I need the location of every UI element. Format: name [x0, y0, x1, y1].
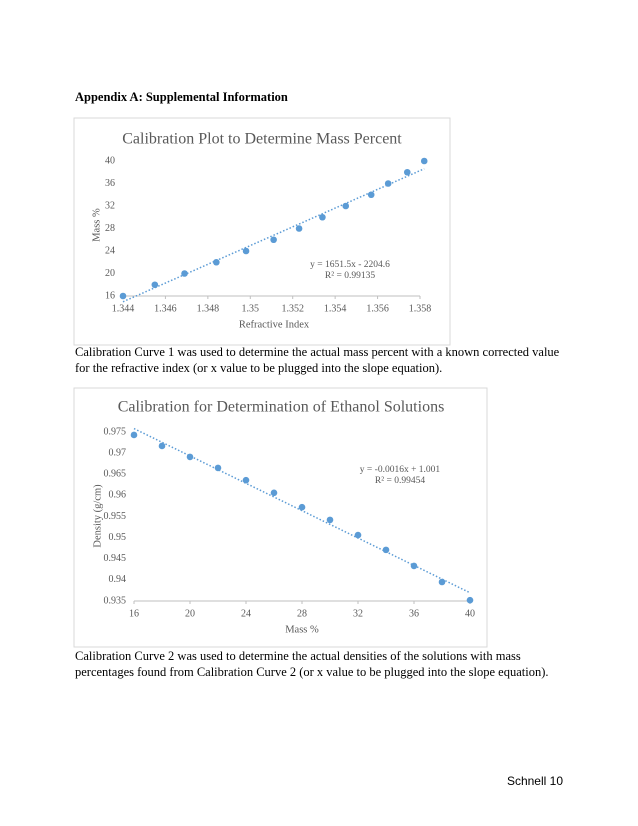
chart-frame	[73, 117, 451, 346]
y-tick-label: 0.95	[109, 532, 127, 543]
data-point	[119, 292, 127, 300]
data-point	[130, 431, 138, 439]
x-tick-label: 20	[185, 608, 195, 619]
y-tick-label: 24	[105, 245, 115, 256]
x-tick-label: 1.354	[324, 303, 347, 314]
data-point	[151, 281, 159, 289]
y-tick-label: 36	[105, 178, 115, 189]
x-tick-label: 1.344	[112, 303, 135, 314]
heading: Appendix A: Supplemental Information	[75, 90, 288, 104]
x-tick-label: 36	[409, 608, 419, 619]
data-point	[466, 596, 474, 604]
x-tick-label: 1.356	[366, 303, 389, 314]
data-point	[298, 503, 306, 511]
data-point	[354, 531, 362, 539]
y-tick-label: 0.945	[104, 553, 127, 564]
data-point	[342, 202, 350, 210]
data-point	[319, 213, 326, 221]
data-point	[213, 258, 220, 266]
data-point	[270, 489, 278, 497]
y-tick-label: 32	[105, 200, 115, 211]
y-axis-label: Mass %	[91, 208, 102, 242]
annotation: R² = 0.99135	[325, 271, 375, 281]
data-point	[242, 247, 250, 255]
y-tick-label: 0.97	[109, 447, 127, 458]
data-point	[367, 191, 375, 199]
y-tick-label: 0.94	[109, 574, 127, 585]
x-tick-label: 1.35	[242, 303, 260, 314]
caption: for the refractive index (or x value to …	[75, 361, 442, 375]
x-tick-label: 16	[129, 608, 139, 619]
y-tick-label: 0.935	[104, 595, 127, 606]
caption: Calibration Curve 1 was used to determin…	[75, 345, 560, 359]
x-axis-label: Mass %	[285, 624, 319, 635]
data-point	[295, 225, 303, 232]
y-tick-label: 0.96	[109, 490, 127, 501]
data-point	[384, 180, 392, 187]
x-tick-label: 40	[465, 608, 475, 619]
chart-title: Calibration for Determination of Ethanol…	[118, 399, 445, 416]
data-point	[270, 236, 277, 244]
data-point	[438, 578, 446, 586]
x-tick-label: 28	[297, 608, 307, 619]
data-point	[410, 562, 418, 570]
x-axis-label: Refractive Index	[239, 319, 310, 330]
chart-frame	[73, 387, 488, 648]
y-tick-label: 0.955	[104, 511, 127, 522]
caption: percentages found from Calibration Curve…	[75, 665, 548, 679]
data-point	[181, 270, 188, 277]
data-point	[242, 476, 250, 484]
data-point	[158, 442, 166, 450]
y-tick-label: 0.965	[104, 469, 127, 480]
annotation: y = -0.0016x + 1.001	[360, 465, 441, 475]
data-point	[326, 516, 334, 524]
y-tick-label: 28	[105, 223, 115, 234]
x-tick-label: 24	[241, 608, 251, 619]
y-axis-label: Density (g/cm)	[92, 484, 103, 548]
trendline	[133, 427, 471, 594]
footer: Schnell 10	[507, 774, 563, 788]
data-point	[420, 157, 428, 165]
annotation: y = 1651.5x - 2204.6	[310, 260, 390, 270]
y-tick-label: 16	[105, 290, 115, 301]
x-tick-label: 32	[353, 608, 363, 619]
trendline	[122, 168, 425, 303]
data-point	[382, 546, 390, 554]
data-point	[186, 453, 194, 461]
annotation: R² = 0.99454	[375, 476, 425, 486]
y-tick-label: 40	[105, 155, 115, 166]
data-point	[214, 464, 222, 472]
x-tick-label: 1.346	[154, 303, 177, 314]
x-tick-label: 1.358	[409, 303, 432, 314]
y-tick-label: 20	[105, 268, 115, 279]
y-tick-label: 0.975	[104, 426, 127, 437]
data-point	[403, 168, 411, 176]
chart-title: Calibration Plot to Determine Mass Perce…	[122, 131, 402, 148]
caption: Calibration Curve 2 was used to determin…	[75, 649, 521, 663]
x-tick-label: 1.352	[281, 303, 304, 314]
x-tick-label: 1.348	[197, 303, 220, 314]
